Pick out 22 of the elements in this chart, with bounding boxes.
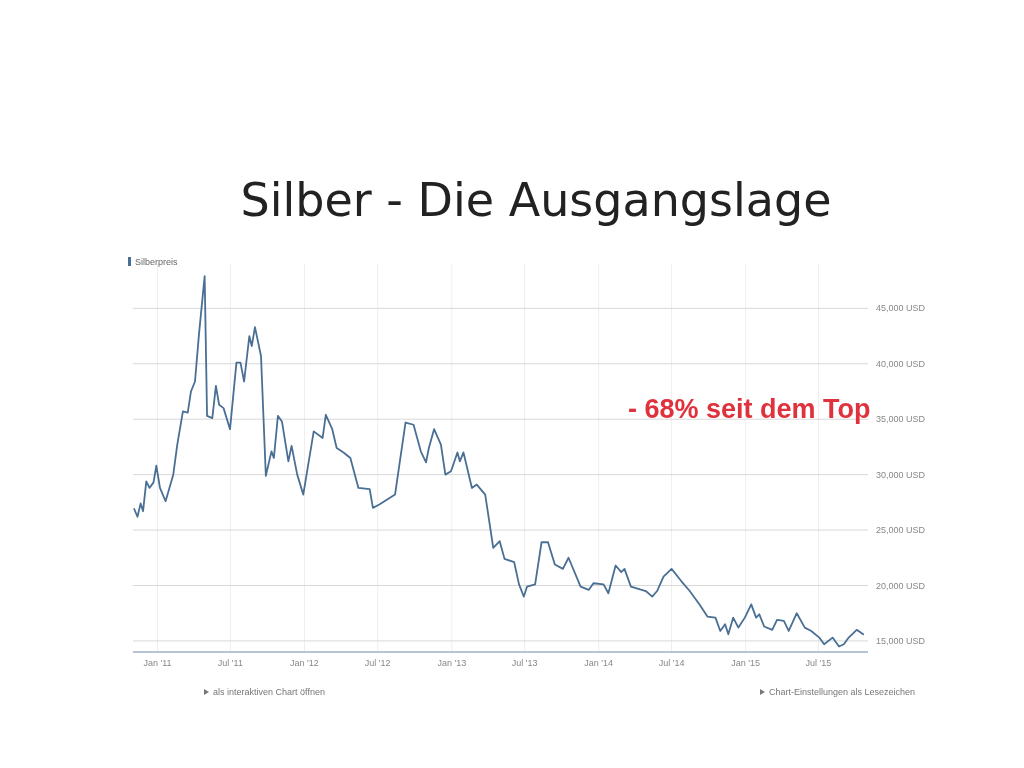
x-tick-label: Jan '13 bbox=[437, 658, 467, 668]
x-tick-label: Jan '11 bbox=[143, 658, 172, 668]
x-tick-label: Jul '12 bbox=[364, 658, 391, 668]
y-tick-label: 35,000 USD bbox=[876, 414, 926, 425]
legend-label: Silberpreis bbox=[135, 257, 179, 268]
x-tick-label: Jan '14 bbox=[584, 658, 614, 668]
x-tick-label: Jan '15 bbox=[731, 658, 761, 668]
annotation: - 68% seit dem Top bbox=[628, 394, 871, 424]
text: Chart-Einstellungen als Lesezeichen bbox=[769, 687, 916, 698]
x-tick-label: Jul '15 bbox=[805, 658, 832, 668]
x-tick-label: Jan '12 bbox=[290, 658, 319, 668]
y-tick-label: 45,000 USD bbox=[876, 303, 926, 314]
x-tick-label: Jul '14 bbox=[658, 658, 685, 668]
x-tick-label: Jul '13 bbox=[511, 658, 538, 668]
x-tick-label: Jul '11 bbox=[217, 658, 243, 668]
y-tick-label: 25,000 USD bbox=[876, 525, 926, 536]
y-tick-label: 20,000 USD bbox=[876, 580, 926, 591]
text: als interaktiven Chart öffnen bbox=[213, 687, 325, 698]
y-tick-label: 15,000 USD bbox=[876, 636, 926, 647]
y-tick-label: 40,000 USD bbox=[876, 358, 926, 369]
y-tick-label: 30,000 USD bbox=[876, 469, 926, 480]
chart-title: Silber - Die Ausgangslage bbox=[240, 173, 832, 227]
